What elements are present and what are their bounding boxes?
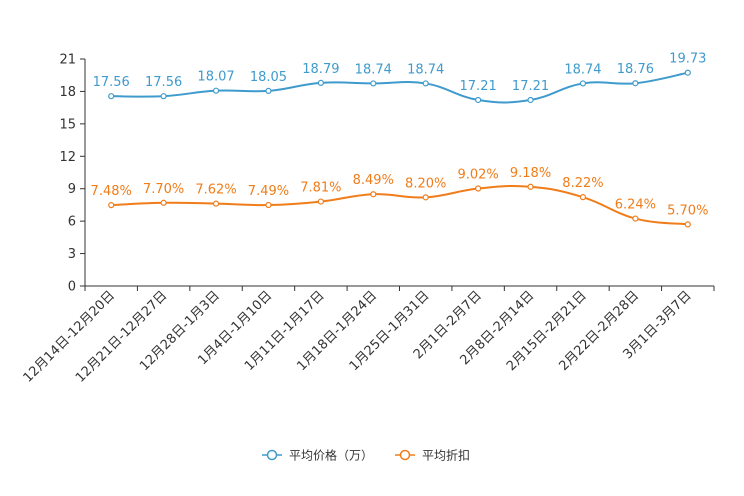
data-point [475, 96, 482, 104]
data-point [108, 93, 115, 100]
y-tick-label: 0 [68, 280, 76, 295]
legend-marker [399, 449, 411, 461]
data-point [317, 79, 324, 86]
data-point [160, 93, 167, 100]
data-point [317, 198, 324, 205]
data-label: 18.79 [302, 62, 339, 77]
data-point [579, 80, 587, 87]
series-layer: 17.56 17.56 18.07 18.05 18.79 18.74 18.74 17.21… [91, 52, 708, 228]
y-tick-label: 9 [68, 182, 76, 197]
data-point [370, 80, 377, 87]
y-tick-label: 12 [59, 150, 76, 165]
data-label: 17.56 [145, 75, 182, 90]
data-point [212, 200, 220, 207]
legend-label: 平均折扣 [422, 448, 470, 463]
data-label: 19.73 [669, 52, 706, 67]
data-label: 18.74 [564, 62, 601, 77]
y-axis: 0 3 6 9 12 15 18 21 [59, 53, 86, 295]
x-axis: 12月14日-12月20日12月21日-12月27日12月28日-1月3日1月4… [21, 285, 715, 386]
data-point [475, 185, 482, 192]
data-label: 9.02% [457, 167, 498, 182]
data-point [527, 96, 534, 104]
data-point [370, 191, 377, 198]
series-1: 17.56 17.56 18.07 18.05 18.79 18.74 18.74 17.21… [93, 52, 706, 104]
data-point [579, 194, 587, 201]
data-label: 7.49% [248, 184, 289, 199]
data-label: 18.07 [197, 70, 234, 85]
data-label: 18.76 [617, 62, 654, 77]
data-label: 18.74 [355, 62, 392, 77]
series-line [111, 184, 688, 226]
data-point [684, 221, 691, 228]
data-label: 9.18% [510, 166, 551, 181]
data-label: 7.70% [143, 182, 184, 197]
data-label: 17.56 [93, 75, 130, 90]
data-label: 17.21 [460, 79, 497, 94]
x-tick-label: 12月21日-12月27日 [73, 288, 170, 385]
data-label: 8.20% [405, 176, 446, 191]
data-point [684, 69, 691, 76]
data-label: 18.05 [250, 70, 287, 85]
data-point [108, 202, 115, 209]
legend-item-2: 平均折扣 [395, 448, 470, 463]
data-label: 5.70% [667, 203, 708, 218]
data-point [422, 80, 429, 87]
y-tick-label: 18 [59, 85, 76, 100]
data-label: 7.48% [91, 184, 132, 199]
legend-label: 平均价格（万） [289, 448, 373, 463]
data-point [422, 194, 429, 201]
data-point [212, 87, 220, 94]
legend-item-1: 平均价格（万） [262, 448, 373, 463]
y-tick-label: 15 [59, 117, 76, 132]
data-point [632, 215, 639, 222]
series-line [111, 71, 688, 104]
data-label: 6.24% [615, 198, 656, 213]
y-tick-label: 21 [59, 53, 76, 68]
legend: 平均价格（万） 平均折扣 [262, 448, 470, 463]
y-tick-label: 6 [68, 215, 76, 230]
series-2: 7.48% 7.70% 7.62% 7.49% 7.81% 8.49% 8.20% 9.02%… [91, 166, 708, 228]
data-label: 8.49% [353, 173, 394, 188]
x-tick-label: 12月14日-12月20日 [21, 288, 118, 385]
data-label: 7.81% [300, 181, 341, 196]
data-point [632, 80, 639, 87]
data-point [265, 201, 272, 209]
data-label: 18.74 [407, 62, 444, 77]
data-label: 17.21 [512, 79, 549, 94]
data-point [160, 199, 167, 206]
data-point [265, 87, 272, 94]
legend-marker [266, 449, 278, 461]
data-label: 8.22% [562, 176, 603, 191]
data-label: 7.62% [195, 183, 236, 198]
y-tick-label: 3 [68, 247, 76, 262]
data-point [527, 183, 534, 190]
